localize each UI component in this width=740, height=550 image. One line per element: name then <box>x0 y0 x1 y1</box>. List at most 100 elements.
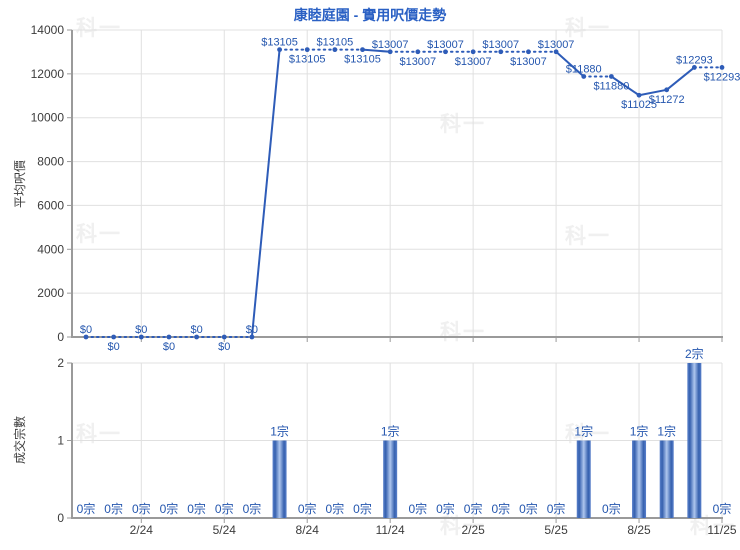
transaction-count-label: 0宗 <box>519 501 538 516</box>
transaction-count-label: 1宗 <box>381 424 400 439</box>
price-point-label: $0 <box>80 324 92 336</box>
transaction-count-label: 0宗 <box>547 501 566 516</box>
price-point-marker <box>664 87 670 93</box>
price-point-label: $0 <box>218 341 230 353</box>
y-tick-label: 2000 <box>37 286 64 300</box>
price-point-marker <box>194 334 200 340</box>
price-point-label: $13105 <box>317 37 354 49</box>
price-point-label: $13105 <box>289 54 326 66</box>
transaction-count-label: 0宗 <box>132 501 151 516</box>
transaction-count-label: 1宗 <box>657 424 676 439</box>
chart-title: 康睦庭園 - 實用呎價走勢 <box>293 7 447 23</box>
transaction-bar <box>687 363 702 518</box>
price-point-marker <box>166 334 172 340</box>
transaction-count-label: 0宗 <box>464 501 483 516</box>
price-point-marker <box>83 334 89 340</box>
price-point-label: $13007 <box>510 56 547 68</box>
transaction-count-label: 0宗 <box>491 501 510 516</box>
transaction-count-label: 1宗 <box>630 424 649 439</box>
x-tick-label: 11/25 <box>707 523 736 537</box>
price-point-marker <box>249 334 255 340</box>
x-tick-label: 2/24 <box>130 523 154 537</box>
transaction-count-label: 0宗 <box>187 501 206 516</box>
price-point-marker <box>636 92 642 98</box>
price-point-marker <box>443 49 448 55</box>
transaction-count-label: 2宗 <box>685 346 704 361</box>
transaction-count-label: 0宗 <box>408 501 427 516</box>
price-point-label: $11025 <box>621 99 657 111</box>
transaction-bar <box>383 440 398 518</box>
transaction-count-label: 1宗 <box>270 424 289 439</box>
price-point-marker <box>719 65 725 70</box>
transaction-count-label: 0宗 <box>602 501 621 516</box>
price-point-marker <box>111 334 117 340</box>
transaction-count-label: 0宗 <box>353 501 372 516</box>
price-point-marker <box>387 49 393 55</box>
price-point-label: $11880 <box>566 63 602 75</box>
transaction-count-label: 0宗 <box>160 501 179 516</box>
price-point-label: $13007 <box>399 56 436 68</box>
y-tick-label: 8000 <box>37 155 64 169</box>
price-point-marker <box>608 74 614 79</box>
price-point-marker <box>360 47 365 53</box>
y-tick-label: 4000 <box>37 242 64 256</box>
price-point-label: $13105 <box>261 37 298 49</box>
price-line-segment <box>638 88 668 97</box>
x-tick-label: 8/25 <box>627 523 651 537</box>
price-point-label: $13007 <box>372 39 409 51</box>
transaction-count-label: 0宗 <box>713 501 732 516</box>
price-line-segment <box>555 50 585 78</box>
price-line-segment <box>610 75 641 97</box>
x-tick-label: 5/25 <box>544 523 568 537</box>
y-tick-label: 12000 <box>31 67 65 81</box>
price-line-segment <box>665 66 696 91</box>
price-point-label: $13007 <box>538 39 575 51</box>
y-tick-label: 10000 <box>31 111 65 125</box>
price-point-marker <box>691 65 697 70</box>
price-point-label: $0 <box>190 324 202 336</box>
transaction-count-label: 0宗 <box>104 501 123 516</box>
transaction-count-label: 0宗 <box>298 501 317 516</box>
price-point-label: $13007 <box>427 39 464 51</box>
transaction-count-label: 0宗 <box>436 501 455 516</box>
price-point-label: $13105 <box>344 54 381 66</box>
price-line-segment <box>361 48 392 53</box>
transaction-count-label: 0宗 <box>243 501 262 516</box>
transaction-count-label: 0宗 <box>326 501 345 516</box>
price-point-marker <box>498 49 504 55</box>
price-point-marker <box>415 49 421 55</box>
price-point-label: $11272 <box>649 94 685 106</box>
price-point-marker <box>526 49 531 55</box>
price-point-label: $12293 <box>676 54 713 66</box>
price-point-label: $0 <box>135 324 147 336</box>
transaction-count-label: 0宗 <box>77 501 96 516</box>
transaction-bar <box>576 440 591 518</box>
y-tick-label: 2 <box>57 356 64 370</box>
price-point-label: $0 <box>246 324 258 336</box>
x-tick-label: 5/24 <box>213 523 237 537</box>
y-tick-label: 14000 <box>31 23 65 37</box>
price-point-label: $12293 <box>704 71 740 83</box>
price-point-marker <box>470 49 476 55</box>
price-point-marker <box>581 74 587 79</box>
price-point-label: $13007 <box>482 39 519 51</box>
y-tick-label: 1 <box>57 434 64 448</box>
transaction-count-label: 0宗 <box>215 501 234 516</box>
transaction-bar <box>632 440 647 518</box>
transaction-count-label: 1宗 <box>574 424 593 439</box>
price-point-marker <box>332 47 338 53</box>
transaction-bar <box>659 440 674 518</box>
price-point-marker <box>277 47 282 53</box>
x-tick-label: 8/24 <box>296 523 320 537</box>
x-tick-label: 2/25 <box>461 523 485 537</box>
price-line-segment <box>250 48 281 338</box>
price-point-marker <box>221 334 227 340</box>
price-point-marker <box>553 49 559 55</box>
price-point-label: $0 <box>163 341 175 353</box>
transaction-bar <box>272 440 287 518</box>
y-tick-label: 0 <box>57 511 64 525</box>
y-tick-label: 6000 <box>37 198 64 212</box>
price-point-label: $11880 <box>593 80 629 92</box>
